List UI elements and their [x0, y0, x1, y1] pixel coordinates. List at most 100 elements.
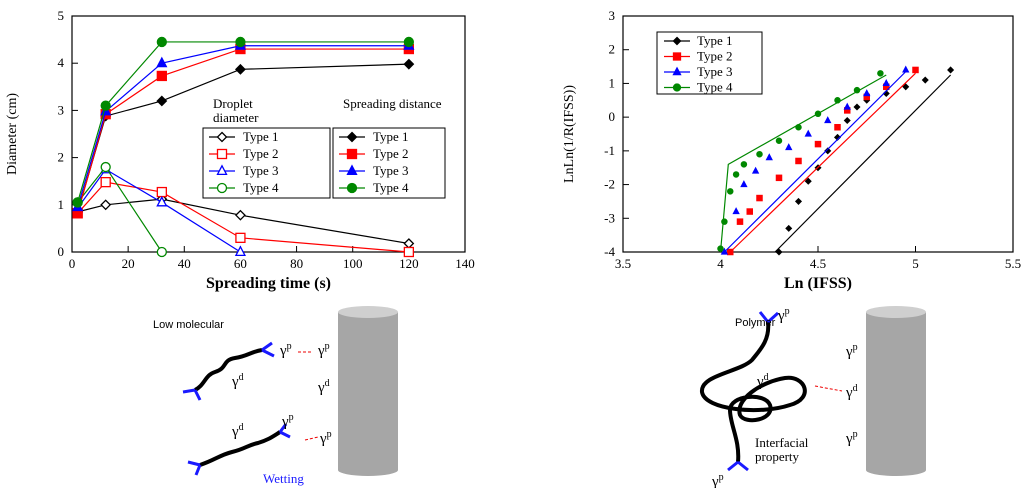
gamma-label: γp [711, 472, 724, 488]
marker [765, 153, 773, 161]
y-tick-label: 4 [58, 55, 65, 70]
chain-end [187, 423, 291, 476]
y-tick-label: 0 [609, 109, 616, 124]
marker [853, 103, 861, 111]
marker [882, 79, 890, 87]
legend-marker [216, 131, 228, 143]
legend-marker [216, 164, 228, 176]
legend-marker [216, 182, 228, 194]
gamma-label: γp [317, 341, 330, 359]
chain-end [182, 341, 275, 401]
gamma-sup: d [853, 383, 858, 394]
marker [72, 197, 83, 208]
marker [100, 199, 112, 211]
marker [156, 70, 167, 82]
legend-label: Type 3 [243, 163, 279, 178]
legend-label: Type 4 [373, 180, 409, 195]
legend-label: Type 1 [243, 129, 279, 144]
marker [834, 124, 841, 131]
x-tick-label: 5.5 [1005, 256, 1021, 271]
marker [156, 95, 168, 107]
gamma: γ [279, 343, 287, 359]
gamma-label: γp [281, 412, 294, 430]
x-tick-label: 4 [717, 256, 724, 271]
marker [775, 137, 783, 144]
gamma: γ [756, 374, 764, 390]
legend-label: Type 4 [697, 80, 733, 95]
x-axis-title: Spreading time (s) [206, 275, 331, 292]
marker [235, 232, 246, 243]
marker [804, 129, 812, 137]
chain [199, 430, 282, 467]
marker [814, 140, 822, 148]
legend-marker [216, 148, 228, 160]
legend-marker [346, 164, 358, 176]
gamma-label: γp [845, 429, 858, 447]
marker [736, 218, 744, 225]
y-tick-label: -4 [604, 244, 615, 259]
cylinder-bottom [866, 464, 926, 476]
marker [843, 116, 851, 125]
cylinder-top [338, 306, 398, 318]
legend-label: Type 1 [697, 33, 733, 48]
marker [804, 177, 812, 185]
cylinder-bottom [338, 464, 398, 476]
legend-label: Type 4 [243, 180, 279, 195]
marker [740, 180, 748, 188]
x-tick-label: 60 [234, 256, 247, 271]
gamma-label: γd [231, 422, 244, 440]
marker [912, 66, 919, 74]
marker [921, 76, 929, 84]
legend-group-title: Droplet diameter [213, 96, 259, 125]
gamma-label: γp [279, 341, 292, 359]
marker [785, 224, 793, 232]
legend-marker [672, 36, 682, 46]
cylinder [338, 312, 398, 470]
gamma-sup: p [325, 341, 330, 352]
x-tick-label: 100 [343, 256, 363, 271]
gamma-sup: d [239, 422, 244, 433]
gamma: γ [317, 343, 325, 359]
legend-label: Type 2 [697, 49, 733, 64]
series-line [77, 168, 241, 253]
marker [403, 58, 415, 70]
gamma: γ [845, 385, 853, 401]
marker [403, 238, 415, 249]
marker [156, 246, 167, 258]
gamma-sup: p [287, 341, 292, 352]
y-axis-title: LnLn(1/R(IFSS)) [562, 85, 577, 183]
marker [156, 186, 167, 198]
cylinder [866, 312, 926, 470]
y-tick-label: 0 [58, 244, 65, 259]
series-line [77, 166, 163, 253]
gamma: γ [845, 344, 853, 360]
fit-line [719, 74, 887, 253]
y-tick-label: 2 [58, 150, 65, 165]
marker [843, 102, 851, 110]
marker [235, 36, 246, 48]
legend-marker [672, 66, 682, 76]
gamma-sup: p [719, 472, 724, 483]
y-tick-label: 1 [609, 75, 616, 90]
gamma-label: γp [777, 306, 790, 324]
x-tick-label: 40 [178, 256, 191, 271]
x-tick-label: 4.5 [810, 256, 826, 271]
y-tick-label: -3 [604, 210, 615, 225]
plot-frame [71, 15, 466, 253]
gamma-label: γp [845, 342, 858, 360]
gamma: γ [231, 374, 239, 390]
x-tick-label: 0 [69, 256, 76, 271]
cylinder-top [866, 306, 926, 318]
marker [156, 56, 168, 68]
fit-line [723, 71, 907, 253]
gamma: γ [317, 380, 325, 396]
y-axis-title: Diameter (cm) [5, 93, 20, 175]
gamma-sup: p [289, 412, 294, 423]
gamma: γ [281, 414, 289, 430]
marker [732, 171, 740, 178]
marker [824, 116, 832, 124]
legend-marker [672, 52, 682, 61]
gamma-sup: d [325, 378, 330, 389]
gamma: γ [319, 431, 327, 447]
marker [756, 150, 763, 158]
